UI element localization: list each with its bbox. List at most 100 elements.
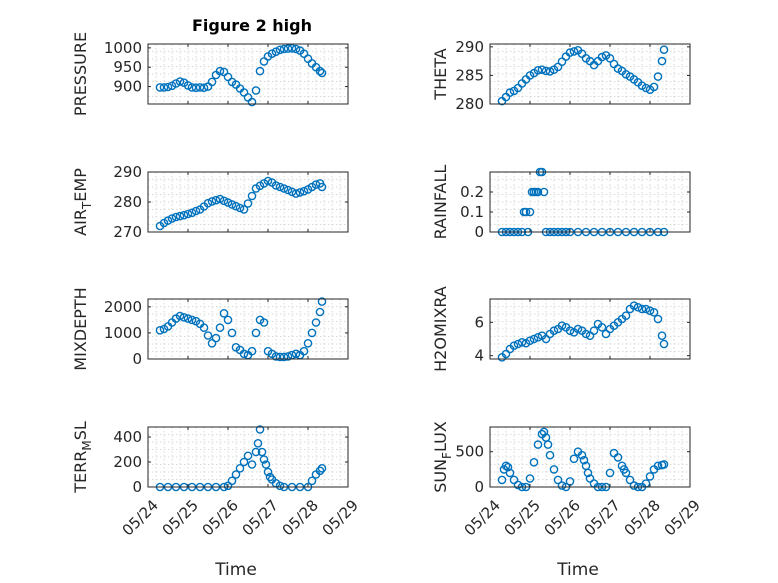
data-point: [183, 314, 193, 323]
data-point: [299, 346, 309, 356]
data-point: [203, 198, 213, 208]
data-point: [191, 206, 201, 216]
axes-frame: [147, 298, 349, 360]
y-tick-label: 0: [132, 350, 142, 368]
y-tick-label: 290: [113, 163, 142, 181]
data-point: [525, 474, 535, 483]
data-point: [645, 306, 655, 316]
y-tick-label: 0: [474, 223, 484, 241]
data-point: [649, 82, 659, 92]
data-point: [265, 472, 275, 482]
y-tick-label: 200: [113, 453, 142, 471]
data-point: [291, 44, 301, 54]
data-point: [597, 52, 607, 62]
data-point: [175, 77, 185, 86]
data-point: [565, 326, 575, 336]
x-tick-label: 05/26: [199, 496, 242, 539]
data-point: [195, 83, 205, 92]
data-point: [191, 83, 201, 92]
data-point: [621, 468, 631, 478]
data-point: [283, 352, 293, 361]
y-tick-label: 4: [474, 347, 484, 365]
data-point: [247, 97, 257, 107]
axes-frame: [489, 171, 691, 233]
data-point: [317, 297, 327, 306]
x-tick-label: 05/28: [621, 496, 664, 539]
data-point: [261, 460, 271, 469]
data-point: [283, 44, 293, 53]
data-point: [271, 352, 281, 361]
data-point: [529, 457, 539, 467]
data-point: [207, 197, 217, 206]
data-point: [659, 45, 669, 55]
data-point: [533, 440, 543, 449]
data-point: [505, 468, 515, 478]
data-point: [317, 182, 327, 192]
data-point: [251, 86, 261, 95]
y-axis-label: H2OMIXRA: [431, 286, 450, 372]
data-point: [549, 465, 559, 474]
y-axis-label: MIXDEPTH: [71, 287, 90, 370]
data-point: [579, 455, 589, 465]
y-tick-label: 280: [455, 95, 484, 113]
data-point: [621, 311, 631, 321]
data-point: [641, 304, 651, 314]
data-point: [573, 324, 583, 334]
data-point: [295, 188, 305, 197]
data-point: [171, 212, 181, 222]
data-point: [545, 450, 555, 460]
x-tick-label: 05/27: [581, 496, 624, 539]
data-point: [259, 455, 269, 464]
data-point: [155, 83, 165, 92]
y-tick-label: 2000: [104, 298, 142, 316]
data-point: [649, 307, 659, 317]
data-point: [533, 332, 543, 342]
data-point: [243, 451, 253, 461]
data-point: [569, 454, 579, 464]
data-point: [291, 349, 301, 359]
data-point: [207, 77, 217, 87]
data-point: [279, 352, 289, 362]
data-point: [255, 66, 265, 76]
data-point: [275, 182, 285, 192]
axes-frame: [489, 426, 691, 488]
data-point: [251, 328, 261, 338]
data-point: [211, 195, 221, 205]
data-point: [251, 447, 261, 457]
data-point: [521, 207, 531, 217]
data-point: [219, 196, 229, 206]
data-point: [207, 338, 217, 348]
axes-frame: [147, 426, 349, 488]
x-tick-label: 05/26: [541, 496, 584, 539]
data-point: [239, 457, 249, 467]
data-point: [183, 209, 193, 219]
data-point: [315, 466, 325, 476]
y-axis-label: THETA: [431, 48, 450, 100]
subplot-7: 0 200 400 TERRMSL 05/2405/2505/2605/2705/280…: [71, 421, 362, 580]
data-point: [303, 338, 313, 348]
data-point: [657, 56, 667, 66]
data-point: [565, 48, 575, 57]
figure-title: Figure 2 high: [192, 16, 312, 35]
data-point: [259, 318, 269, 327]
data-point: [231, 470, 241, 479]
data-point: [239, 349, 249, 359]
data-point: [307, 476, 317, 486]
axes-frame: [489, 43, 691, 105]
y-axis-label: RAINFALL: [431, 165, 450, 240]
data-point: [227, 476, 237, 486]
data-point: [287, 187, 297, 197]
data-point: [255, 425, 265, 434]
subplot-6: 4 6 H2OMIXRA: [431, 286, 691, 372]
x-tick-label: 05/28: [279, 496, 322, 539]
x-tick-label: 05/29: [319, 496, 362, 539]
data-point: [263, 467, 273, 477]
data-point: [539, 187, 549, 197]
data-point: [503, 462, 513, 472]
data-point: [605, 468, 615, 478]
y-tick-label: 0.2: [460, 183, 484, 201]
data-point: [557, 321, 567, 331]
data-point: [613, 453, 623, 462]
